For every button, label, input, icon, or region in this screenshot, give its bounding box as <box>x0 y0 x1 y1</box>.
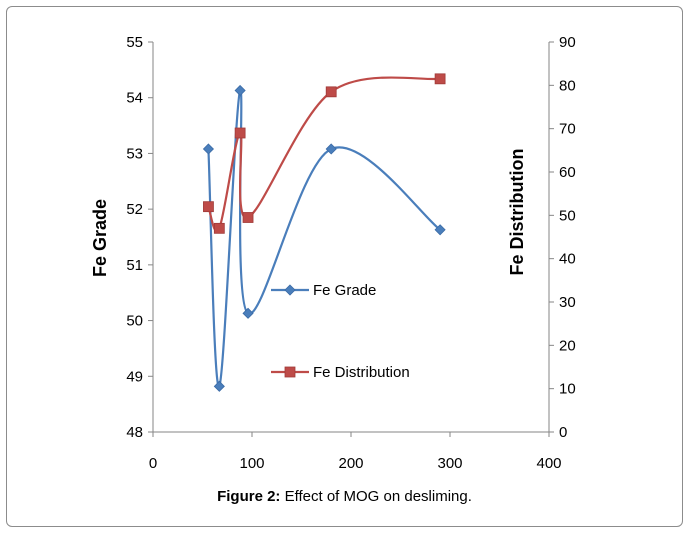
y-left-tick-label: 51 <box>126 257 143 274</box>
x-tick-label: 0 <box>149 455 157 472</box>
data-point-fe-distribution <box>203 201 214 213</box>
data-point-fe-distribution <box>234 127 246 139</box>
y-left-tick-label: 49 <box>126 368 143 385</box>
y-right-tick-label: 20 <box>559 337 576 354</box>
y-right-tick-label: 70 <box>559 121 576 138</box>
y-right-tick-label: 10 <box>559 381 576 398</box>
x-tick-label: 400 <box>536 455 561 472</box>
y-axis-right-title: Fe Distribution <box>507 149 527 276</box>
y-right-tick-label: 90 <box>559 34 576 51</box>
data-point-fe-distribution <box>325 86 337 98</box>
legend-label-fe-grade: Fe Grade <box>313 282 376 299</box>
x-tick-label: 300 <box>437 455 462 472</box>
caption-text: Effect of MOG on desliming. <box>284 488 472 505</box>
data-point-fe-distribution <box>213 222 225 234</box>
legend-marker-fe-grade <box>284 284 296 296</box>
y-right-tick-label: 80 <box>559 77 576 94</box>
data-point-fe-distribution <box>434 73 446 85</box>
y-left-tick-label: 52 <box>126 201 143 218</box>
data-point-fe-grade <box>202 143 215 155</box>
y-left-tick-label: 54 <box>126 90 143 107</box>
data-point-fe-distribution <box>242 212 254 223</box>
y-left-tick-label: 55 <box>126 34 143 51</box>
y-right-tick-label: 0 <box>559 424 567 441</box>
y-right-tick-label: 60 <box>559 164 576 181</box>
legend-label-fe-distribution: Fe Distribution <box>313 364 410 381</box>
data-point-fe-grade <box>234 84 246 97</box>
x-tick-label: 100 <box>239 455 264 472</box>
y-left-tick-label: 48 <box>126 424 143 441</box>
data-point-fe-grade <box>325 143 337 155</box>
legend-marker-fe-distribution <box>284 366 296 378</box>
x-tick-label: 200 <box>338 455 363 472</box>
y-axis-left-title: Fe Grade <box>90 199 110 277</box>
y-left-tick-label: 50 <box>126 313 143 330</box>
data-point-fe-grade <box>242 307 254 319</box>
y-left-tick-label: 53 <box>126 145 143 162</box>
data-point-fe-grade <box>434 224 446 236</box>
y-right-tick-label: 50 <box>559 207 576 224</box>
caption-label: Figure 2: <box>217 488 281 505</box>
data-point-fe-grade <box>213 380 225 392</box>
figure-caption: Figure 2: Effect of MOG on desliming. <box>0 488 689 505</box>
y-right-tick-label: 30 <box>559 294 576 311</box>
y-right-tick-label: 40 <box>559 251 576 268</box>
figure-frame <box>6 6 683 527</box>
